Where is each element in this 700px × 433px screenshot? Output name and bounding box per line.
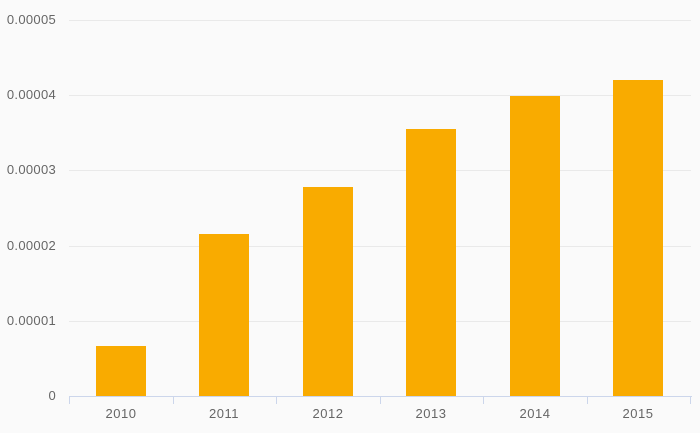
x-axis-category-label: 2012 [312,406,344,421]
bar-2011[interactable] [199,234,249,396]
x-axis-category-label: 2011 [209,406,239,421]
y-axis-tick-label: 0 [48,388,56,403]
gridline [69,246,691,247]
x-axis-category-label: 2014 [519,406,551,421]
x-axis-category-label: 2015 [622,406,654,421]
x-axis-category-label: 2013 [415,406,447,421]
y-axis-tick-label: 0.00001 [6,313,56,328]
x-axis-tick [690,396,691,404]
y-axis-tick-label: 0.00002 [6,238,56,253]
bar-2015[interactable] [613,80,663,396]
y-axis-tick-label: 0.00005 [6,12,56,27]
y-axis-tick-label: 0.00004 [6,87,56,102]
x-axis-tick [69,396,70,404]
gridline [69,321,691,322]
x-axis-tick [587,396,588,404]
x-axis-tick [380,396,381,404]
gridline [69,170,691,171]
gridline [69,20,691,21]
bar-2013[interactable] [406,129,456,396]
bar-2014[interactable] [510,96,560,396]
x-axis-tick [276,396,277,404]
bar-2012[interactable] [303,187,353,396]
bar-2010[interactable] [96,346,146,396]
x-axis-tick [173,396,174,404]
gridline [69,95,691,96]
x-axis-category-label: 2010 [105,406,137,421]
y-axis-tick-label: 0.00003 [6,162,56,177]
x-axis-tick [483,396,484,404]
